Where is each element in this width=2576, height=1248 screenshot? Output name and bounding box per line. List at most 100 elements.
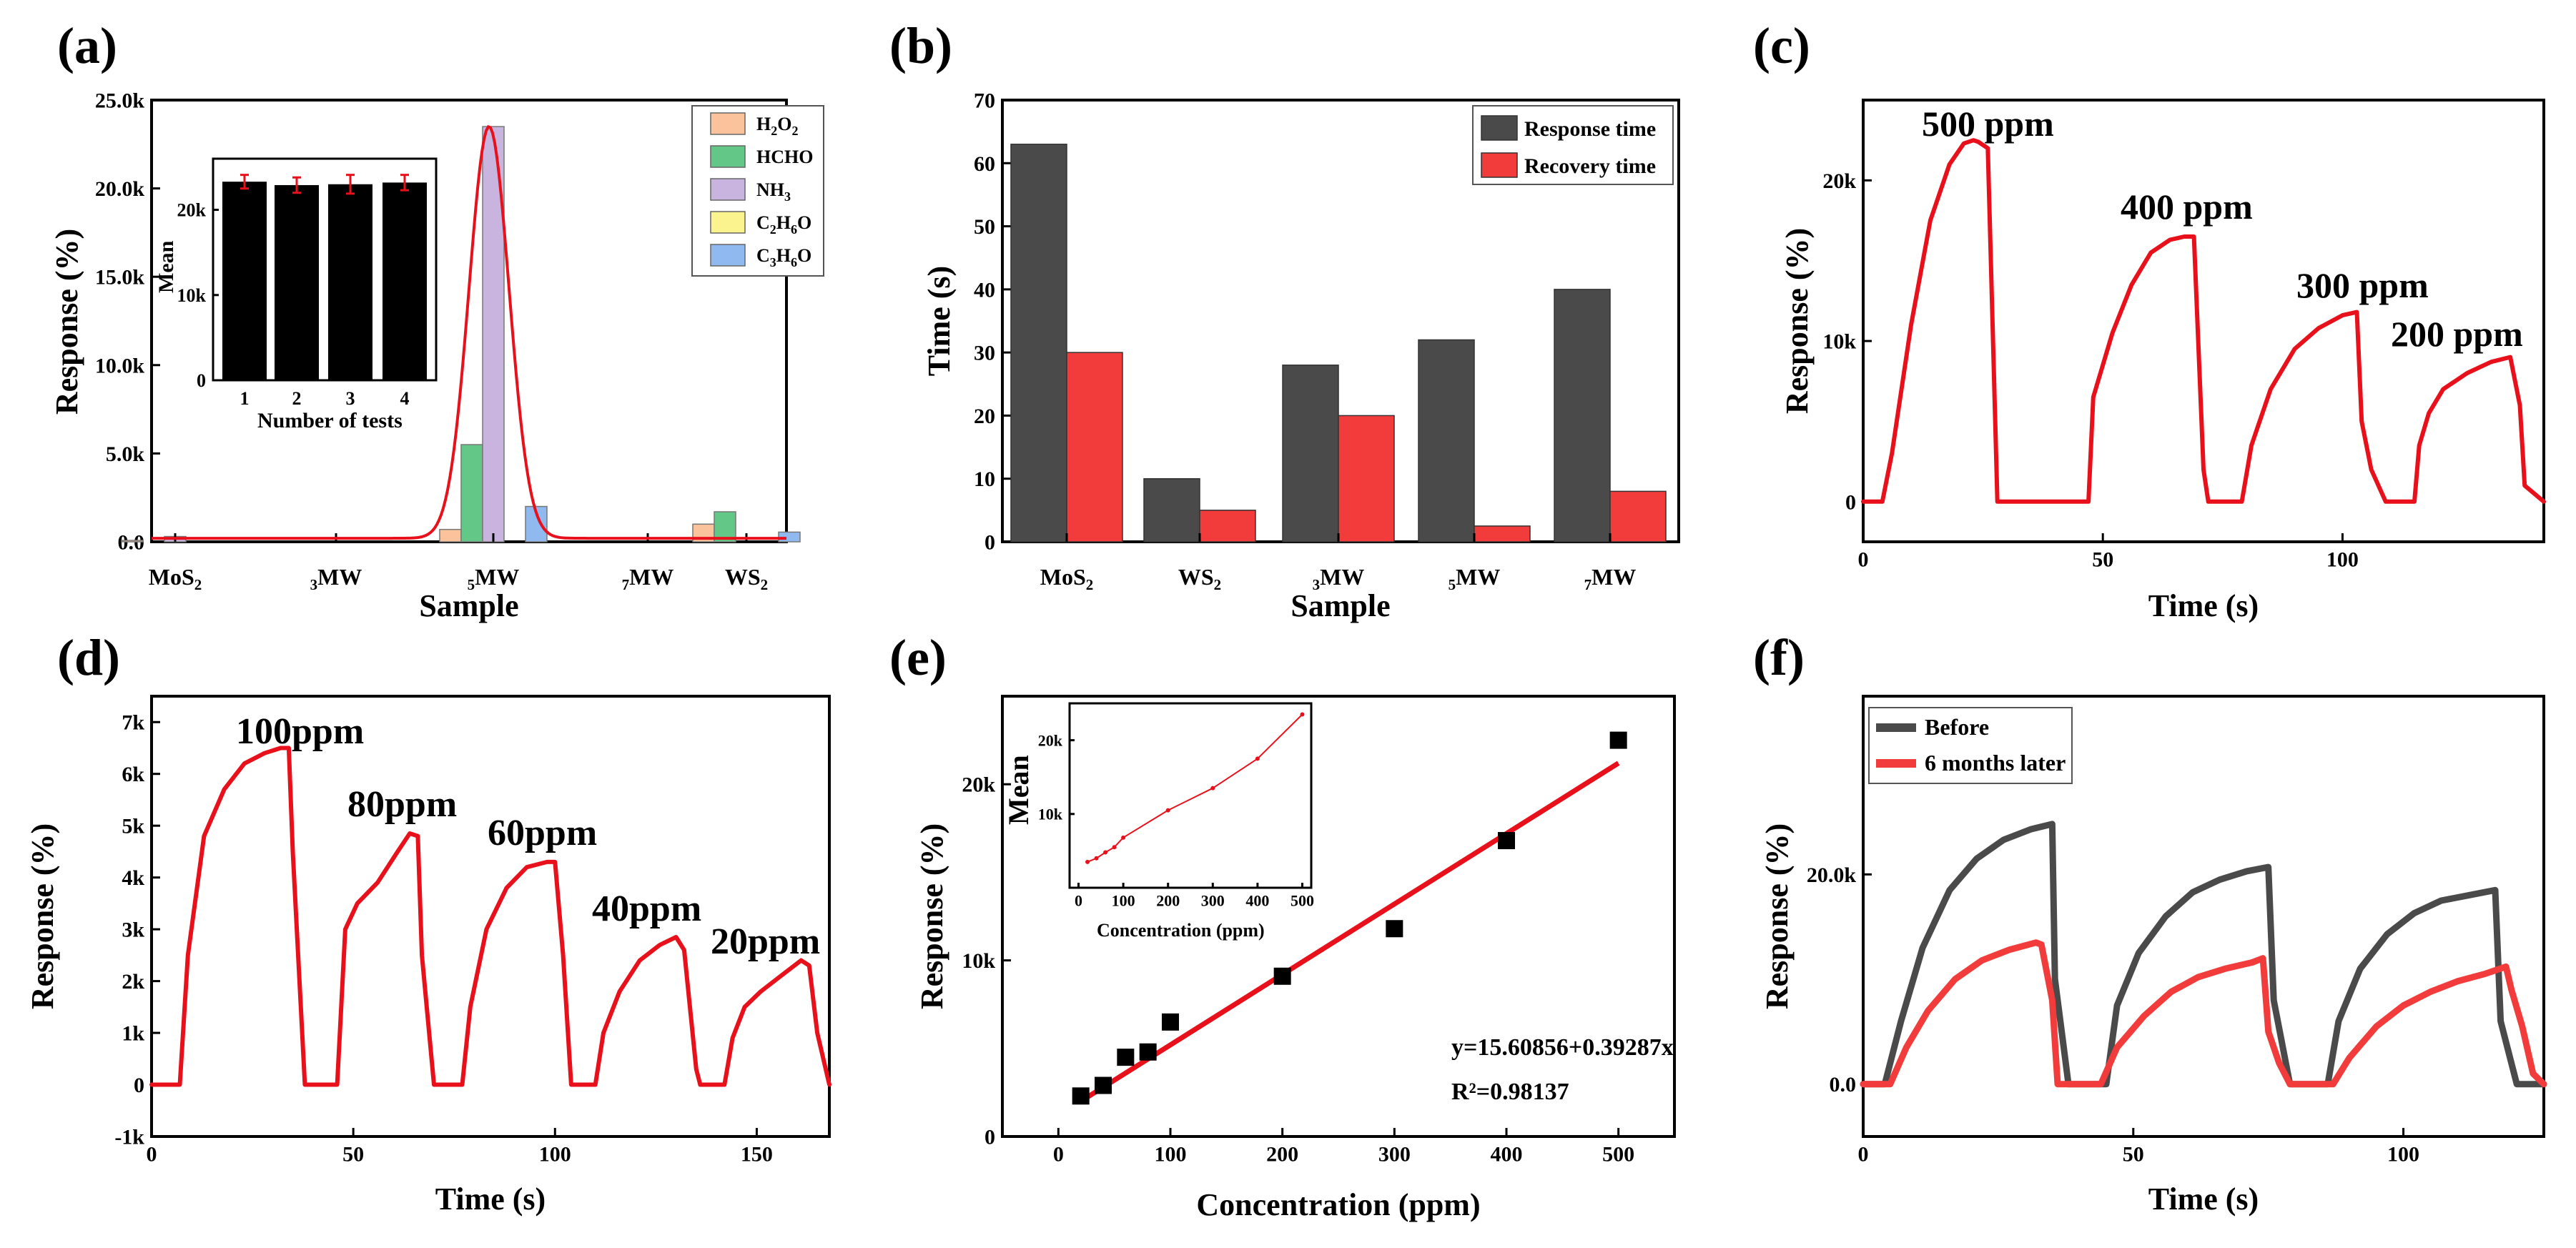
y-tick-label-d: 6k: [122, 763, 144, 786]
y-tick-label-e-inset: 20k: [1038, 731, 1063, 749]
x-tick-label-d: 50: [342, 1143, 364, 1167]
y-tick-label-e: 0: [984, 1126, 995, 1149]
inset-point-e: [1094, 856, 1099, 861]
inset-x-tick-label-a: 4: [400, 388, 410, 409]
fit-line-e: [1079, 761, 1620, 1104]
y-tick-label-d: 0: [134, 1074, 144, 1097]
x-tick-label-f: 0: [1858, 1143, 1869, 1167]
y-tick-label-d: 5k: [122, 815, 144, 838]
inset-xlabel-a: Number of tests: [257, 409, 403, 432]
panel-f: (f) Before 6 months later Response (%) T…: [1753, 629, 2545, 1217]
x-tick-label-e: 200: [1266, 1143, 1298, 1167]
x-tick-label-c: 50: [2092, 548, 2113, 572]
legend-label-response-time: Response time: [1524, 117, 1656, 141]
y-tick-label-b: 70: [974, 89, 995, 113]
y-tick-label-d: 4k: [122, 866, 144, 890]
x-tick-label-e: 500: [1602, 1143, 1634, 1167]
x-tick-label-b: 5MW: [1449, 564, 1501, 593]
y-tick-label-a: 0.0: [118, 531, 145, 555]
legend-swatch-recovery-time: [1481, 152, 1518, 178]
bar-response-mos2: [1010, 144, 1067, 543]
x-tick-label-e: 100: [1155, 1143, 1187, 1167]
x-tick-label-d: 100: [539, 1143, 571, 1167]
x-tick-label-b: 7MW: [1584, 564, 1637, 593]
y-tick-label-a: 5.0k: [106, 442, 145, 466]
annotation-60ppm: 60ppm: [488, 813, 597, 853]
inset-x-tick-label-a: 3: [346, 388, 355, 409]
bar-recovery-mos2: [1066, 352, 1123, 543]
y-tick-label-b: 60: [974, 152, 995, 176]
ylabel-f: Response (%): [1760, 823, 1795, 1009]
legend-label-h2o2: H2O2: [756, 114, 798, 138]
line-6-months-later-f: [1860, 939, 2547, 1088]
legend-label-nh3: NH3: [756, 179, 791, 204]
y-tick-label-c: 20k: [1822, 169, 1856, 193]
x-tick-label-e: 400: [1491, 1143, 1523, 1167]
plot-frame-e: [1001, 695, 1676, 1138]
x-tick-label-e: 0: [1053, 1143, 1064, 1167]
inset-point-e: [1085, 859, 1090, 864]
x-tick-label-d: 150: [741, 1143, 773, 1167]
legend-swatch-nh3: [710, 178, 746, 201]
inset-point-e: [1112, 845, 1117, 850]
xlabel-a: Sample: [419, 588, 518, 623]
inset-bar-a-4: [383, 182, 427, 380]
legend-label-hcho: HCHO: [756, 147, 813, 167]
legend-swatch-c2h6o: [710, 211, 746, 234]
xlabel-d: Time (s): [435, 1182, 546, 1217]
panel-label-b: (b): [889, 17, 952, 74]
line-response-c: [1861, 138, 2546, 504]
x-tick-label-e-inset: 400: [1245, 891, 1269, 909]
x-tick-label-c: 0: [1858, 548, 1869, 572]
annotation-500ppm: 500 ppm: [1922, 104, 2054, 144]
y-tick-label-a: 20.0k: [95, 177, 145, 201]
panel-label-c: (c): [1753, 17, 1810, 74]
panel-e: (e) Concentration (ppm) Mean y=15.60856+…: [889, 629, 1676, 1222]
panel-label-f: (f): [1753, 629, 1805, 686]
panel-c: (c) 500 ppm 400 ppm 300 ppm 200 ppm Resp…: [1753, 17, 2545, 623]
y-tick-label-b: 20: [974, 405, 995, 428]
legend-swatch-h2o2: [710, 112, 746, 135]
x-tick-label-e-inset: 300: [1201, 891, 1225, 909]
x-tick-label-e: 300: [1378, 1143, 1411, 1167]
bar-response-7mw: [1554, 289, 1611, 543]
line-response-d: [149, 746, 831, 1087]
y-tick-label-b: 10: [974, 467, 995, 491]
inset-point-e: [1255, 756, 1260, 761]
inset-ylabel-e: Mean: [1002, 755, 1035, 825]
inset-point-e: [1300, 712, 1305, 717]
y-tick-label-d: 7k: [122, 711, 144, 735]
panel-label-d: (d): [57, 629, 120, 686]
plot-frame-f: [1862, 695, 2545, 1138]
y-tick-label-c: 0: [1845, 490, 1856, 514]
x-tick-label-e-inset: 200: [1156, 891, 1180, 909]
x-tick-label-a: 3MW: [310, 564, 362, 593]
x-tick-label-f: 50: [2123, 1143, 2144, 1167]
legend-b: Response time Recovery time: [1472, 105, 1674, 185]
bar-hcho-ws2: [714, 511, 736, 543]
y-tick-label-a: 10.0k: [95, 354, 145, 377]
data-point-e: [1609, 731, 1627, 749]
y-tick-label-a-inset: 0: [197, 370, 206, 391]
plot-frame-d: [150, 695, 831, 1138]
legend-label-before: Before: [1925, 714, 1989, 740]
ylabel-b: Time (s): [922, 266, 957, 376]
data-point-e: [1498, 832, 1515, 850]
legend-label-6-months: 6 months later: [1925, 750, 2066, 776]
line-before-f: [1860, 821, 2547, 1088]
xlabel-e: Concentration (ppm): [1196, 1187, 1480, 1222]
x-tick-label-b: MoS2: [1040, 564, 1094, 593]
y-tick-label-b: 50: [974, 215, 995, 239]
x-tick-label-e-inset: 100: [1112, 891, 1135, 909]
bar-recovery-ws2: [1199, 510, 1256, 543]
fit-curve-a: [152, 124, 786, 540]
bar-response-3mw: [1282, 365, 1339, 543]
y-tick-label-f: 0.0: [1830, 1073, 1857, 1096]
ylabel-a: Response (%): [49, 229, 84, 415]
plot-frame-c: [1862, 99, 2545, 543]
y-tick-label-c: 10k: [1822, 330, 1856, 354]
bar-recovery-3mw: [1338, 415, 1395, 543]
inset-x-tick-label-a: 2: [292, 388, 302, 409]
y-tick-label-f: 20.0k: [1807, 863, 1857, 887]
